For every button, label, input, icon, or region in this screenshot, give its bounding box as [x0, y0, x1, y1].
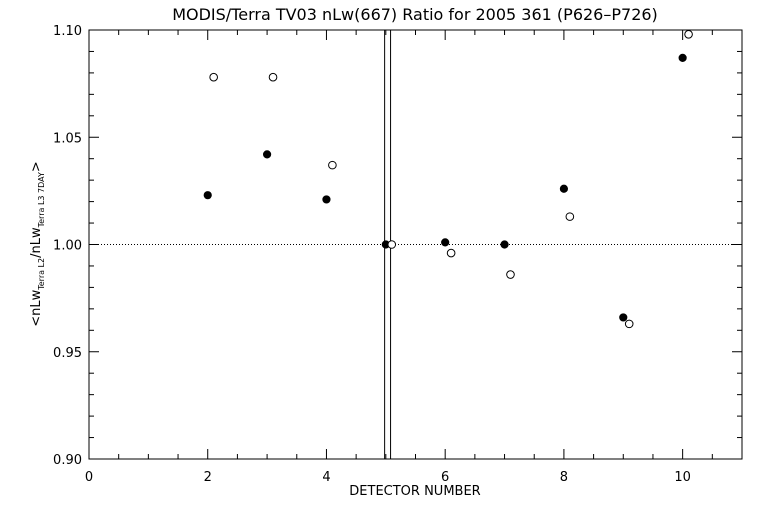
- data-point-open: [268, 72, 278, 82]
- x-tick-label: 2: [204, 470, 212, 485]
- data-point-filled: [678, 53, 687, 62]
- x-tick-label: 4: [322, 470, 330, 485]
- x-tick-label: 6: [441, 470, 449, 485]
- data-point-open: [446, 248, 456, 258]
- y-tick-labels-group: 0.90 0.95 1.00 1.05 1.10: [53, 24, 82, 468]
- x-tick-label: 8: [560, 470, 568, 485]
- data-point-open: [387, 240, 397, 249]
- x-tick-labels-group: 0 2 4 6 8 10: [85, 470, 691, 485]
- chart-title: MODIS/Terra TV03 nLw(667) Ratio for 2005…: [172, 5, 658, 24]
- data-points-group: [203, 29, 693, 329]
- y-axis-label-mid: /nLw: [29, 227, 44, 258]
- data-point-filled: [322, 195, 331, 204]
- y-tick-label: 1.00: [53, 239, 82, 254]
- y-axis-label-prefix: <nLw: [29, 289, 44, 326]
- y-tick-label: 0.90: [53, 453, 82, 468]
- data-point-filled: [619, 313, 628, 322]
- x-tick-label: 0: [85, 470, 93, 485]
- data-point-open: [209, 72, 218, 82]
- y-tick-label: 1.05: [53, 131, 82, 146]
- data-point-open: [506, 270, 515, 279]
- data-point-open: [328, 160, 337, 170]
- y-tick-label: 1.10: [53, 24, 82, 39]
- x-tick-label: 10: [674, 470, 691, 485]
- y-axis-label: <nLwTerra L2/nLwTerra L3 7DAY>: [29, 161, 46, 327]
- data-point-open: [684, 29, 693, 39]
- y-axis-label-suffix: >: [29, 161, 44, 172]
- y-tick-label: 0.95: [53, 346, 82, 361]
- data-point-open: [624, 319, 634, 329]
- data-point-filled: [262, 150, 272, 159]
- y-axis-label-sub1: Terra L2: [37, 258, 46, 291]
- data-point-open: [565, 212, 575, 221]
- data-point-filled: [559, 184, 569, 193]
- axis-ticks-group: [88, 29, 743, 460]
- y-axis-label-sub2: Terra L3 7DAY: [37, 172, 46, 228]
- data-point-filled: [441, 238, 450, 247]
- data-point-filled: [500, 240, 509, 249]
- x-axis-label: DETECTOR NUMBER: [349, 484, 480, 499]
- data-point-filled: [203, 191, 212, 200]
